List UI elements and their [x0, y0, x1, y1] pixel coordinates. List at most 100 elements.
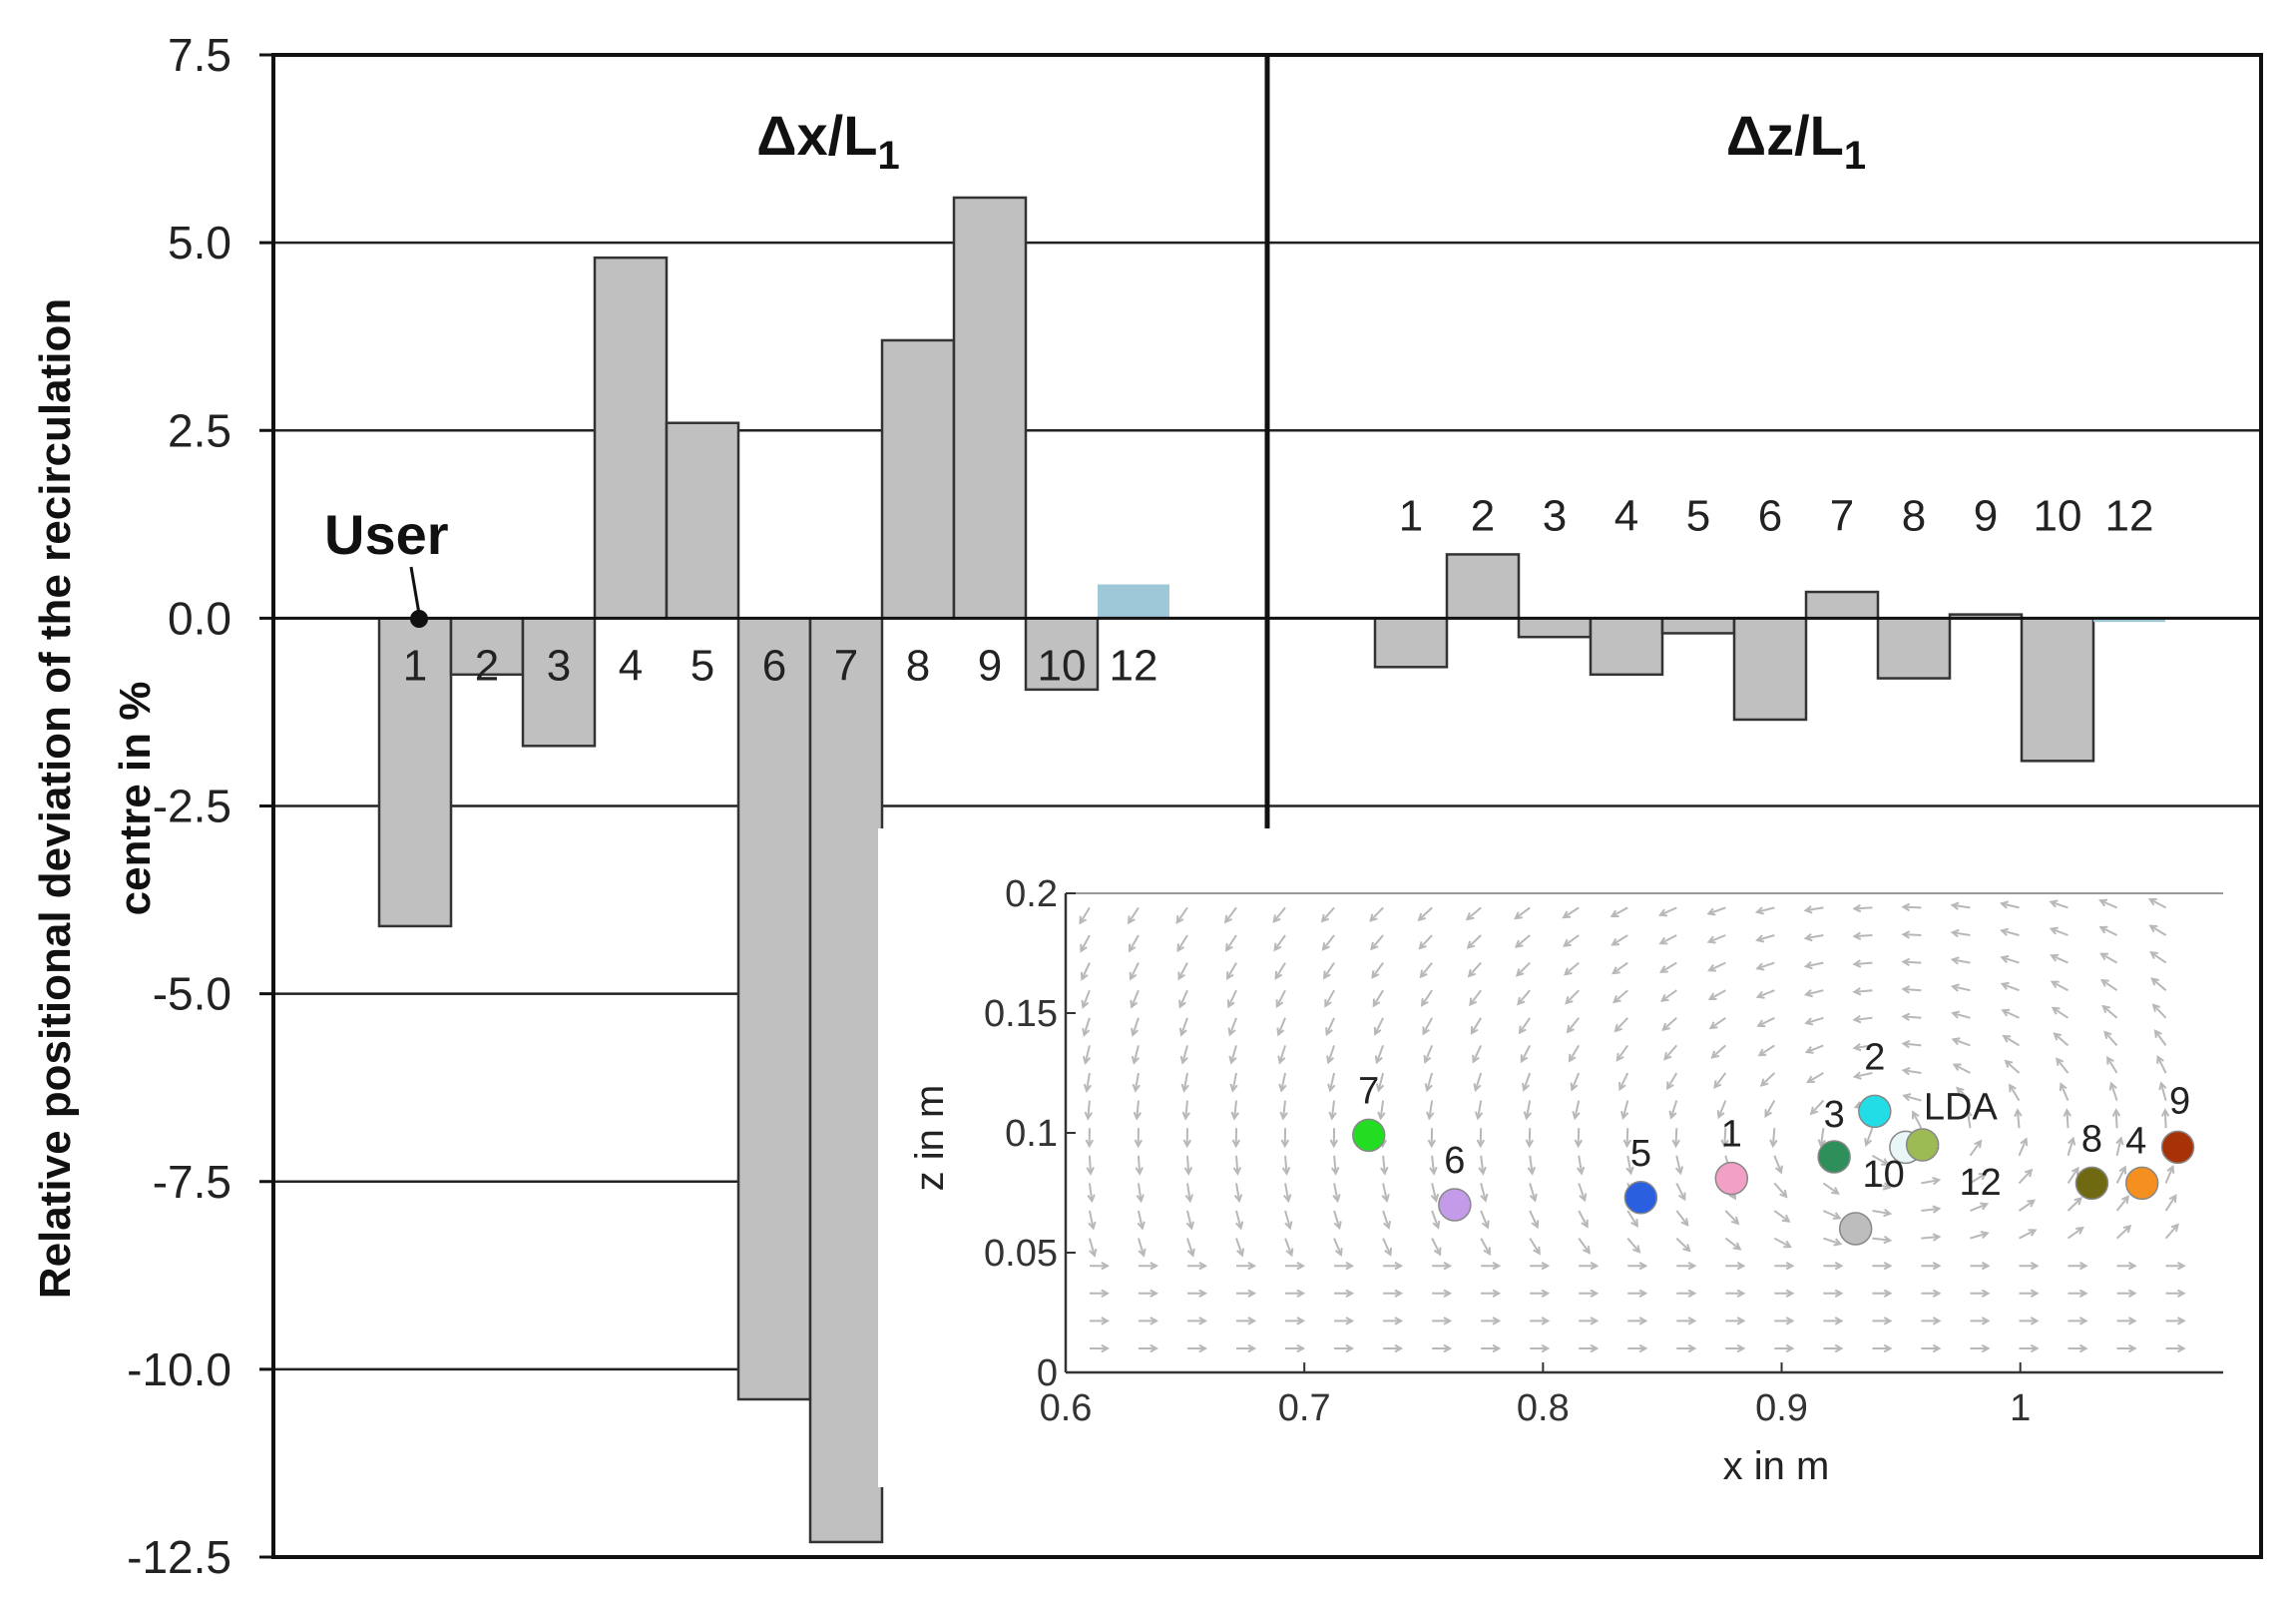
flow-vector: [1137, 1238, 1146, 1257]
flow-vector-head: [1713, 1080, 1722, 1090]
flow-vector-head: [1320, 913, 1330, 923]
flow-vector: [1565, 989, 1580, 1004]
flow-vector-head: [2115, 1136, 2124, 1146]
flow-vector-head: [1296, 1317, 1306, 1326]
flow-vector-head: [1417, 912, 1427, 922]
flow-vector-head: [1272, 914, 1281, 924]
flow-vector-head: [2127, 1317, 2137, 1326]
flow-vector-head: [1179, 1055, 1188, 1065]
flow-vector-head: [1663, 1051, 1672, 1061]
flow-vector: [1674, 1128, 1678, 1147]
flow-vector-head: [1247, 1289, 1257, 1299]
flow-vector: [1773, 1182, 1787, 1198]
flow-vector-head: [1756, 1019, 1766, 1028]
flow-vector-head: [1520, 1054, 1529, 1064]
flow-vector-head: [1852, 987, 1862, 996]
flow-vector-head: [1324, 998, 1332, 1008]
flow-vector: [1086, 1072, 1091, 1091]
flow-vector-head: [1541, 1261, 1551, 1271]
flow-vector: [2066, 1138, 2074, 1157]
flow-vector-head: [1427, 1139, 1437, 1149]
flow-vector: [1669, 1100, 1678, 1119]
user-annotation-dot: [410, 610, 428, 628]
flow-vector-head: [2118, 1165, 2126, 1175]
flow-vector-head: [1981, 1289, 1991, 1299]
flow-vector-head: [1492, 1289, 1502, 1299]
flow-vector: [1854, 1072, 1873, 1078]
flow-vector-head: [2030, 1289, 2040, 1299]
flow-vector-head: [1622, 1139, 1632, 1149]
flow-vector: [1822, 1182, 1839, 1195]
flow-vector-head: [1610, 937, 1620, 946]
flow-vector: [1711, 1044, 1726, 1059]
flow-vector-head: [1296, 1343, 1306, 1353]
flow-vector-head: [1469, 997, 1478, 1007]
flow-vector-head: [1974, 1139, 1983, 1149]
flow-vector-head: [2053, 1032, 2062, 1041]
category-label-7: 7: [1830, 491, 1854, 540]
category-label-8: 8: [906, 641, 930, 690]
flow-vector: [1903, 933, 1922, 936]
flow-vector: [1178, 989, 1188, 1008]
flow-vector: [1128, 906, 1140, 924]
flow-vector-head: [1085, 1139, 1094, 1149]
flow-vector-head: [1658, 936, 1668, 945]
flow-vector-head: [1562, 910, 1572, 919]
flow-vector-head: [2120, 1195, 2130, 1204]
y-axis-label-line2: centre in %: [111, 682, 160, 916]
flow-vector-head: [1132, 1083, 1142, 1093]
flow-vector: [1724, 1237, 1741, 1251]
flow-vector: [2005, 1060, 2021, 1074]
flow-vector: [1525, 1100, 1532, 1119]
flow-vector: [1854, 906, 1873, 910]
category-label-5: 5: [1686, 491, 1710, 540]
flow-vector: [1952, 903, 1971, 909]
flow-vector-head: [1612, 995, 1621, 1004]
flow-vector-head: [1951, 1010, 1961, 1019]
flow-vector-head: [1394, 1317, 1404, 1326]
bar-7: [1804, 590, 1880, 620]
flow-vector-head: [2148, 924, 2158, 933]
flow-vector-head: [1101, 1261, 1111, 1271]
flow-vector-head: [1149, 1343, 1159, 1353]
flow-vector: [1953, 1038, 1971, 1047]
flow-vector-head: [1273, 942, 1282, 952]
flow-vector-head: [1480, 1193, 1489, 1203]
flow-vector-head: [1590, 1317, 1600, 1326]
flow-vector-head: [2149, 951, 2158, 959]
category-label-12: 12: [1110, 641, 1158, 690]
flow-vector: [1428, 1100, 1434, 1119]
flow-vector-head: [1783, 1240, 1793, 1249]
flow-vector-head: [1275, 999, 1284, 1009]
inset-point-label-10: 10: [1863, 1154, 1905, 1196]
flow-vector: [1675, 1237, 1690, 1252]
flow-vector-head: [1334, 1248, 1343, 1258]
flow-vector-head: [1572, 1111, 1581, 1121]
flow-vector-head: [2122, 1224, 2132, 1234]
flow-vector-head: [1883, 1261, 1893, 1271]
flow-vector-head: [2099, 952, 2108, 961]
category-label-8: 8: [1902, 491, 1926, 540]
flow-vector: [1088, 1155, 1093, 1174]
flow-vector: [1921, 1236, 1940, 1240]
panel-title-dz-sub: 1: [1844, 134, 1866, 178]
flow-vector: [1185, 1155, 1190, 1174]
flow-vector-head: [1638, 1343, 1648, 1353]
flow-vector-head: [1531, 1220, 1540, 1230]
inset-y-tick-label: 0.15: [984, 993, 1058, 1035]
flow-vector-head: [1129, 971, 1138, 981]
inset-point-6: [1438, 1188, 1472, 1222]
flow-vector-head: [2078, 1289, 2088, 1299]
flow-vector-head: [1774, 1165, 1783, 1175]
flow-vector-head: [2059, 1082, 2067, 1092]
flow-vector: [1235, 1155, 1239, 1174]
flow-vector-head: [1563, 938, 1572, 947]
panel-title-dx-main: Δx/L: [756, 104, 877, 167]
flow-vector: [1272, 906, 1286, 923]
flow-vector-head: [2020, 1137, 2029, 1147]
flow-vector-head: [1541, 1317, 1551, 1326]
inset-point-9: [2160, 1130, 2195, 1165]
flow-vector: [1333, 1183, 1339, 1202]
flow-vector-head: [1687, 1289, 1697, 1299]
category-label-5: 5: [690, 641, 714, 690]
